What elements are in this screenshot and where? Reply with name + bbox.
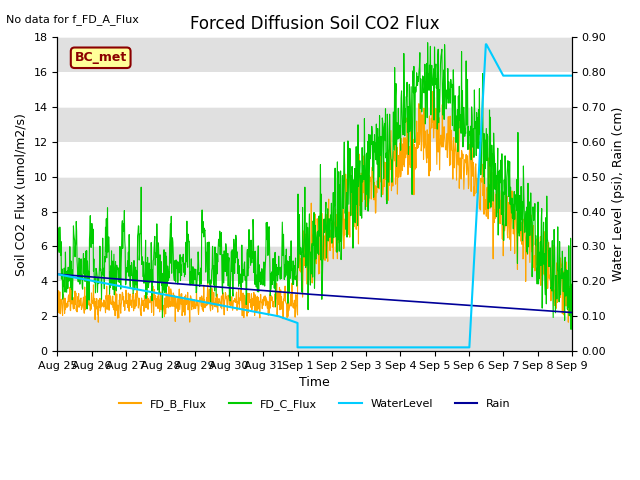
Text: No data for f_FD_A_Flux: No data for f_FD_A_Flux xyxy=(6,14,140,25)
Bar xyxy=(58,107,572,142)
Y-axis label: Soil CO2 Flux (umol/m2/s): Soil CO2 Flux (umol/m2/s) xyxy=(15,113,28,276)
Y-axis label: Water Level (psi), Rain (cm): Water Level (psi), Rain (cm) xyxy=(612,107,625,281)
Text: BC_met: BC_met xyxy=(74,51,127,64)
Bar xyxy=(58,316,572,351)
Bar xyxy=(58,37,572,72)
X-axis label: Time: Time xyxy=(300,376,330,389)
Bar xyxy=(58,246,572,281)
Bar xyxy=(58,177,572,212)
Legend: FD_B_Flux, FD_C_Flux, WaterLevel, Rain: FD_B_Flux, FD_C_Flux, WaterLevel, Rain xyxy=(114,395,515,414)
Title: Forced Diffusion Soil CO2 Flux: Forced Diffusion Soil CO2 Flux xyxy=(190,15,440,33)
